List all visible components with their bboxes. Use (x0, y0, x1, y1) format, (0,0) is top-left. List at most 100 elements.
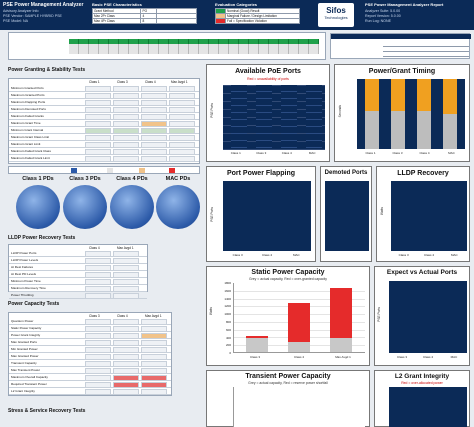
x-tick-label: Class 3 (256, 151, 267, 155)
row-label: Minimum Grant Interval (11, 128, 44, 132)
pie-chart-class3 (63, 185, 107, 229)
chart-bar (306, 85, 322, 149)
table-cell (141, 100, 167, 106)
col-header: Class 4 (117, 314, 128, 318)
grant-table: Class 1 Class 3 Class 4 Max Avgd 1 Minim… (8, 78, 200, 164)
table-cell (85, 107, 111, 113)
table-cell (141, 142, 167, 148)
table-cell (85, 319, 111, 325)
table-row: Maximum Granted Ports (9, 93, 199, 99)
table-cell (85, 389, 111, 395)
table-row: Maximum Flapping Ports (9, 100, 199, 106)
y-tick-label: 800 (225, 320, 231, 324)
chart-bar (391, 110, 405, 149)
y-tick-label: 1000 (224, 312, 231, 317)
row-label: Max Transient Power (11, 368, 41, 372)
row-label: Minimum Granted Ports (11, 86, 44, 90)
sifos-logo: Sifos Technologies (318, 3, 354, 27)
table-cell (141, 156, 167, 162)
table-cell (85, 382, 111, 388)
table-cell (141, 149, 167, 155)
table-cell (113, 319, 139, 325)
y-tick-label: 200 (225, 343, 231, 348)
row-label: At Rest PD Levels (11, 272, 37, 276)
plot-area (223, 181, 311, 251)
table-cell (113, 368, 139, 374)
y-axis-label: Watts (209, 307, 213, 316)
table-cell (169, 86, 195, 92)
table-cell (85, 279, 111, 285)
table-row: Static Power Capacity (9, 326, 171, 332)
row-label: Required Transient Power (11, 382, 47, 386)
section-title: Power Granting & Stability Tests (8, 67, 86, 73)
chart-available-ports: Available PoE Ports Red = unavailability… (206, 64, 330, 162)
x-tick-label: MAC (292, 253, 300, 257)
plot-area (233, 387, 365, 427)
table-cell (113, 86, 139, 92)
table-row: Maximum Grant Class Limit (9, 135, 199, 141)
table-row: L2 Grant Integrity (9, 389, 171, 395)
table-row: Minimum Grant Interval (9, 128, 199, 134)
table-row: Maximum Failed Grants (9, 114, 199, 120)
table-cell (113, 93, 139, 99)
table-cell (85, 251, 111, 257)
table-row: Power Grant Integrity (9, 333, 171, 339)
table-row: Maximum Recovery Time (9, 286, 147, 292)
table-cell (85, 128, 111, 134)
row-label: Maximum Overall Capacity (11, 375, 48, 379)
table-cell (169, 135, 195, 141)
report-line: Analyzer Suite: 5.0.00 (365, 9, 401, 13)
table-cell (169, 128, 195, 134)
table-row: Quantum Power (9, 319, 171, 325)
pse-summary-table (330, 33, 471, 59)
chart-bar (330, 287, 352, 339)
chart-bar (391, 79, 405, 111)
x-tick-label: Class 1 (230, 151, 241, 155)
report-line: Run Log: NONE (365, 19, 391, 23)
chart-title: Available PoE Ports (235, 68, 301, 75)
table-cell (85, 354, 111, 360)
header-line: PSE Model: NA (3, 19, 28, 23)
table-row: Minimum Power Time (9, 279, 147, 285)
table-row: Min Granted Power (9, 347, 171, 353)
table-cell (113, 121, 139, 127)
row-label: Maximum Grant Class Limit (11, 135, 49, 139)
row-label: LLDP Power Levels (11, 258, 39, 262)
table-cell (169, 121, 195, 127)
table-row: Required Transient Power (9, 382, 171, 388)
table-cell (113, 135, 139, 141)
chart-title: Transient Power Capacity (245, 373, 331, 380)
report-line: Report Version: 5.0.00 (365, 14, 401, 18)
table-cell (113, 347, 139, 353)
table-cell (85, 265, 111, 271)
row-label: Maximum Grant Time (11, 121, 41, 125)
chart-title: Static Power Capacity (251, 269, 325, 276)
table-cell (85, 347, 111, 353)
chart-l2-grant-integrity: L2 Grant Integrity Red = over-allocated … (374, 370, 470, 427)
table-cell (85, 293, 111, 299)
x-tick-label: Class 4 (261, 253, 272, 257)
table-row: Maximum Failed Grant Limit (9, 156, 199, 162)
chart-demoted-ports: Demoted Ports (320, 166, 372, 262)
row-label: Max Granted Power (11, 354, 39, 358)
table-cell (169, 149, 195, 155)
row-label: Static Power Capacity (11, 326, 42, 330)
chart-bar (231, 85, 247, 149)
section-title: Stress & Service Recovery Tests (8, 408, 86, 414)
table-row: At Rest Failures (9, 265, 147, 271)
center-title: Basic PSE Characteristics (92, 2, 142, 7)
header-line: Advisory Analyzer Info (3, 9, 39, 13)
y-tick-label: 1200 (224, 304, 231, 309)
table-cell (141, 368, 167, 374)
y-axis-label: PSE Ports (210, 103, 214, 118)
row-label: Maximum Failed Grant Class (11, 149, 51, 153)
y-axis-label: PSE Ports (377, 307, 381, 322)
table-row: Minimum Granted Ports (9, 86, 199, 92)
lldp-table: Class 4 Max Avgd 1 LLDP Power Ports LLDP … (8, 244, 148, 299)
chart-bar (288, 342, 310, 352)
x-tick-label: Class 4 (293, 355, 304, 359)
table-cell (141, 375, 167, 381)
row-label: Min Granted Power (11, 347, 38, 351)
x-tick-label: MAC (450, 355, 458, 359)
table-row: LLDP Power Levels (9, 258, 147, 264)
